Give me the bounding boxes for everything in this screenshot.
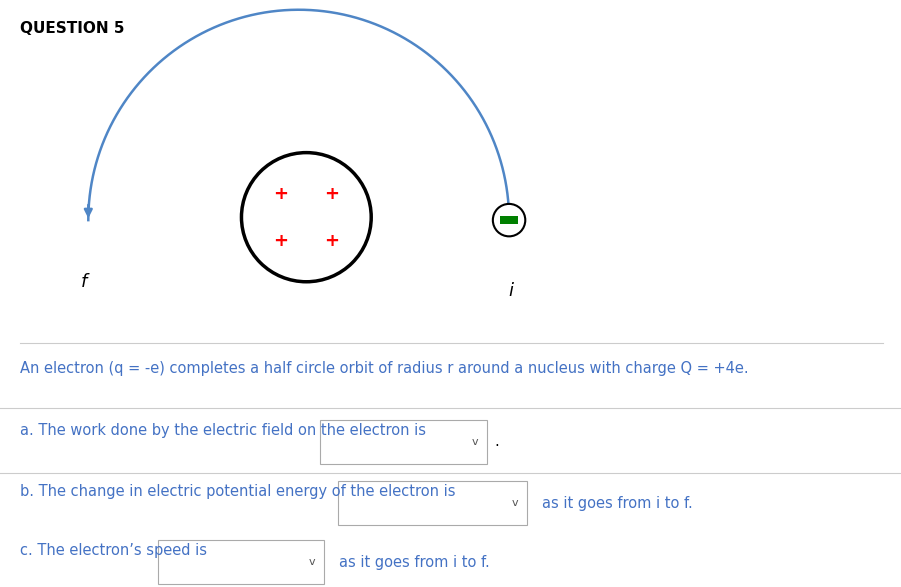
FancyBboxPatch shape: [158, 540, 324, 584]
Text: v: v: [471, 437, 478, 447]
Text: +: +: [274, 232, 288, 249]
Text: +: +: [324, 232, 339, 249]
Circle shape: [493, 204, 525, 237]
Text: $i$: $i$: [508, 282, 515, 301]
Text: An electron (q = -e) completes a half circle orbit of radius r around a nucleus : An electron (q = -e) completes a half ci…: [20, 361, 749, 376]
Text: b. The change in electric potential energy of the electron is: b. The change in electric potential ener…: [20, 484, 455, 500]
Text: v: v: [309, 557, 315, 567]
Text: .: .: [495, 434, 499, 449]
Text: as it goes from i to f.: as it goes from i to f.: [542, 496, 693, 511]
Text: c. The electron’s speed is: c. The electron’s speed is: [20, 543, 207, 558]
FancyBboxPatch shape: [338, 481, 527, 525]
Text: v: v: [512, 498, 518, 508]
Text: as it goes from i to f.: as it goes from i to f.: [340, 555, 490, 569]
Text: +: +: [324, 185, 339, 203]
FancyBboxPatch shape: [320, 420, 487, 464]
Text: a. The work done by the electric field on the electron is: a. The work done by the electric field o…: [20, 423, 426, 438]
Text: +: +: [274, 185, 288, 203]
Text: QUESTION 5: QUESTION 5: [20, 21, 124, 36]
Text: $f$: $f$: [80, 273, 91, 291]
FancyBboxPatch shape: [500, 217, 518, 224]
